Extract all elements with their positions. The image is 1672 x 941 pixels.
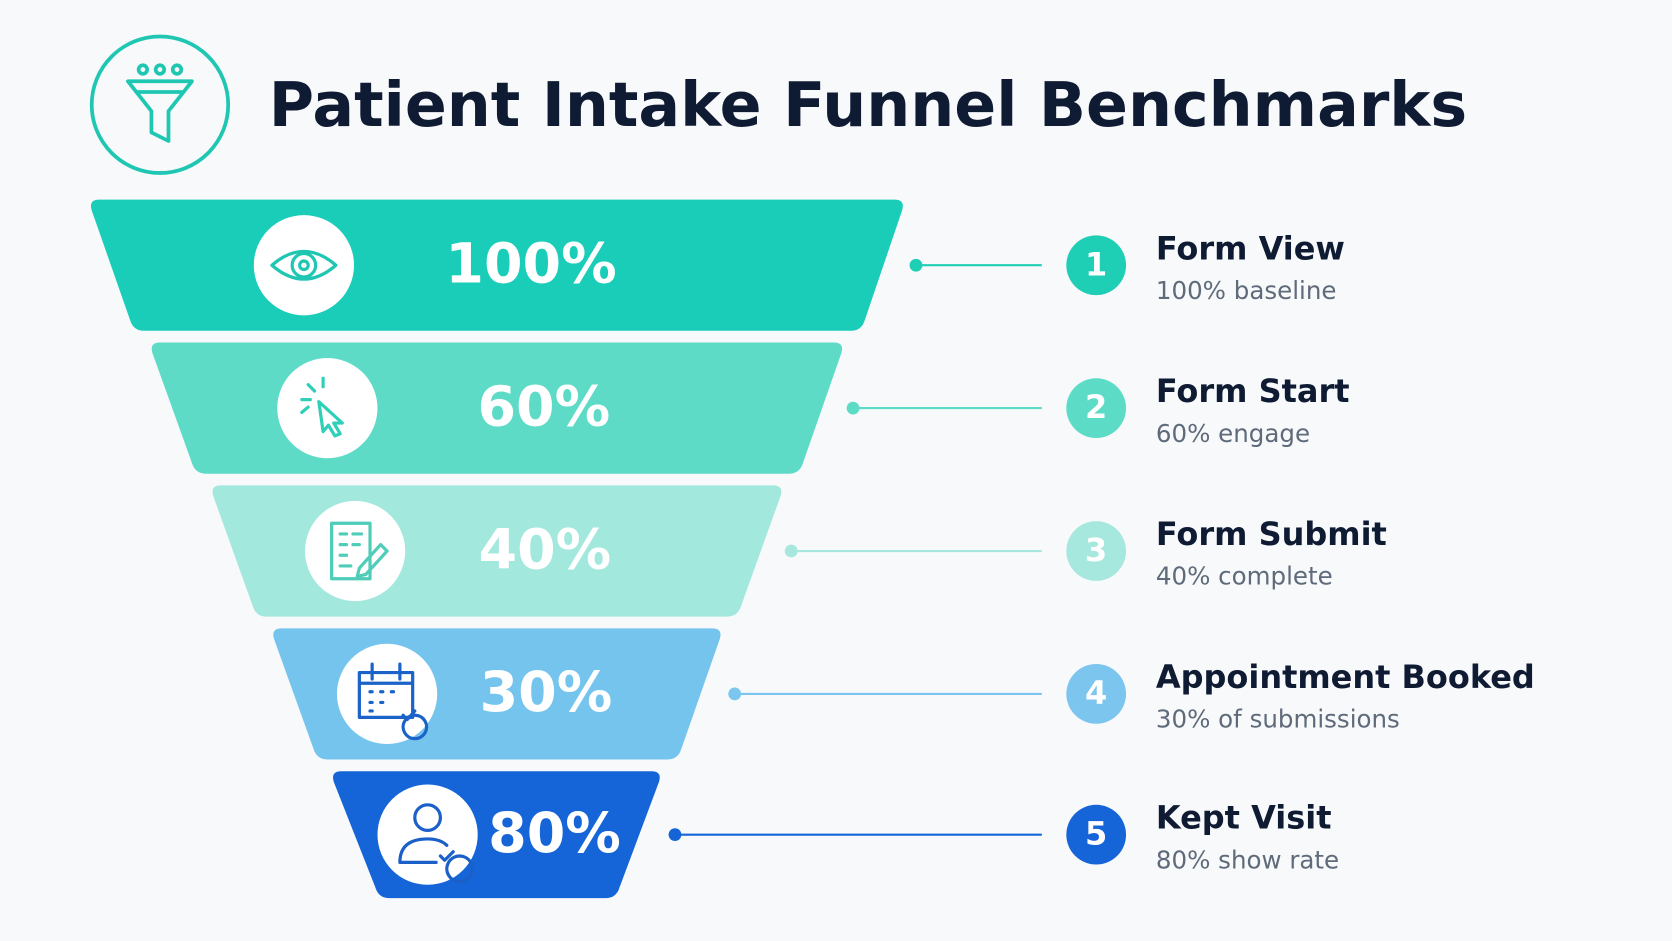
stage-label: Form Start [1156, 372, 1350, 410]
step-number: 3 [1085, 531, 1107, 569]
step-number: 4 [1085, 674, 1107, 712]
icon-circle [253, 215, 355, 316]
step-number: 5 [1085, 815, 1107, 853]
stage-percent: 30% [480, 661, 613, 725]
stage-label: Appointment Booked [1156, 658, 1535, 696]
stage-detail: 80% show rate [1156, 845, 1339, 874]
connector-dot [668, 828, 682, 842]
step-badge [1066, 521, 1127, 581]
connector-dot [728, 687, 742, 701]
stage-detail: 60% engage [1156, 419, 1310, 448]
stage-icon [398, 803, 475, 884]
funnel: 100% 1 Form View 100% baseline 60% 2 Form Star… [90, 199, 1535, 899]
stage-icon [330, 521, 389, 581]
stage-label: Kept Visit [1156, 799, 1332, 837]
stage-label: Form View [1156, 229, 1345, 267]
step-number: 1 [1085, 245, 1107, 283]
connector-dot [909, 258, 923, 272]
icon-circle [377, 784, 478, 885]
stage-percent: 40% [479, 518, 612, 582]
step-badge [1066, 235, 1127, 296]
funnel-stage: 30% 4 Appointment Booked 30% of submissions [273, 628, 1535, 760]
stage-icon [357, 662, 429, 741]
icon-circle [336, 643, 438, 745]
stage-detail: 30% of submissions [1156, 705, 1400, 734]
step-badge [1066, 664, 1127, 724]
funnel-stage: 60% 2 Form Start 60% engage [151, 342, 1350, 474]
step-number: 2 [1085, 388, 1107, 426]
funnel-stage: 40% 3 Form Submit 40% complete [212, 485, 1387, 617]
stage-percent: 60% [477, 375, 610, 439]
stage-percent: 80% [488, 802, 621, 866]
funnel-logo [89, 34, 231, 175]
stage-detail: 40% complete [1156, 562, 1333, 591]
connector-dot [846, 401, 860, 415]
stage-percent: 100% [445, 232, 616, 296]
funnel-stage: 80% 5 Kept Visit 80% show rate [333, 771, 1339, 899]
stage-label: Form Submit [1156, 515, 1387, 553]
title: Patient Intake Funnel Benchmarks [269, 69, 1468, 141]
icon-circle [304, 500, 406, 602]
step-badge [1066, 378, 1127, 438]
connector-dot [784, 544, 798, 558]
funnel-stage: 100% 1 Form View 100% baseline [90, 199, 1345, 331]
stage-detail: 100% baseline [1156, 276, 1337, 305]
stage-icon [300, 376, 344, 438]
stage-icon [270, 249, 338, 281]
step-badge [1066, 804, 1127, 865]
